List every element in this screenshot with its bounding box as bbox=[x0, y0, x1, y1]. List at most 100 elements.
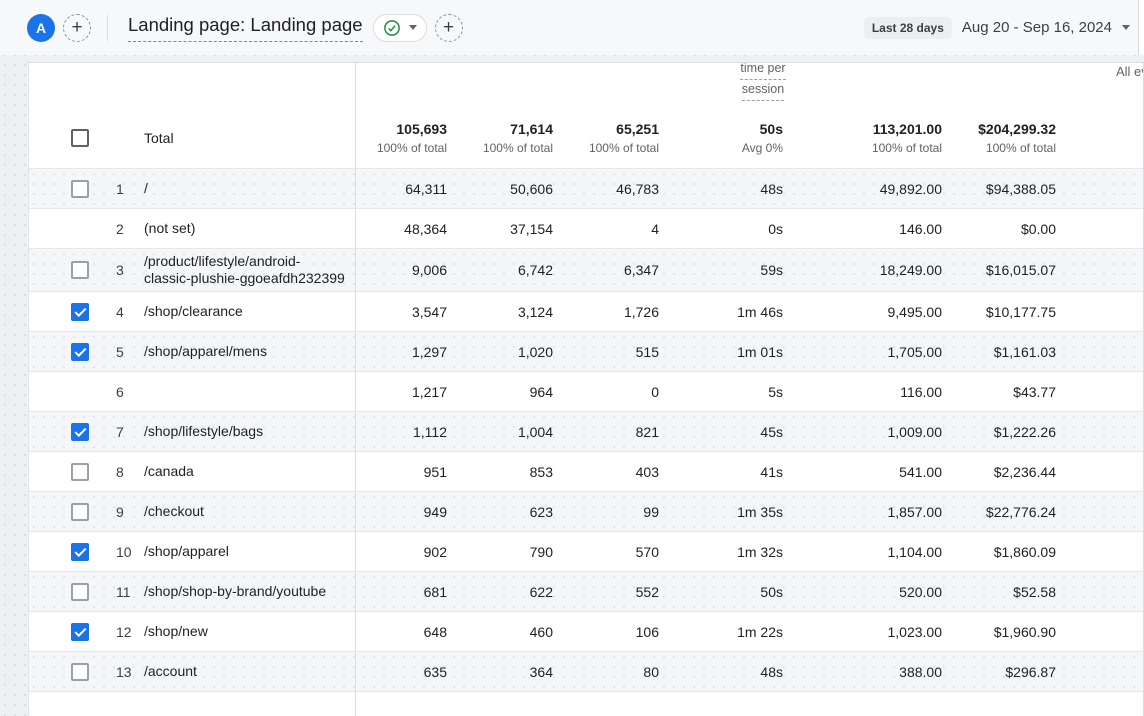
avatar[interactable]: A bbox=[27, 13, 55, 42]
metric-value: 9,006 bbox=[411, 262, 447, 278]
metric-value: 821 bbox=[635, 423, 659, 440]
metric-value: $1,222.26 bbox=[993, 423, 1056, 440]
metric-value: 520.00 bbox=[899, 583, 942, 600]
metric-value: 1,297 bbox=[411, 343, 447, 360]
row-checkbox[interactable] bbox=[71, 462, 89, 481]
row-dimension: /product/lifestyle/android-classic-plush… bbox=[144, 253, 345, 286]
tab-status-control[interactable] bbox=[372, 13, 427, 42]
metric-value: 6,347 bbox=[623, 262, 659, 278]
metric-value: 1m 35s bbox=[737, 503, 783, 520]
row-checkbox[interactable] bbox=[71, 342, 89, 361]
row-dimension: / bbox=[144, 180, 148, 196]
metric-value: 146.00 bbox=[899, 220, 942, 237]
row-index: 2 bbox=[116, 220, 124, 237]
row-checkbox[interactable] bbox=[71, 179, 89, 198]
plus-icon: + bbox=[443, 17, 455, 38]
metric-value: 1,020 bbox=[517, 343, 553, 360]
table-row: 3 /product/lifestyle/android-classic-plu… bbox=[29, 249, 1143, 292]
metric-value: 9,495.00 bbox=[887, 303, 943, 320]
select-all-checkbox[interactable] bbox=[71, 129, 89, 147]
metric-value: 902 bbox=[423, 543, 447, 560]
metric-value: 1,705.00 bbox=[887, 343, 943, 360]
metric-value: 1m 01s bbox=[737, 343, 783, 360]
metric-value: $1,860.09 bbox=[993, 543, 1056, 560]
metric-value: 37,154 bbox=[510, 220, 553, 237]
row-index: 3 bbox=[116, 262, 124, 278]
metric-value: 853 bbox=[529, 463, 553, 480]
row-checkbox[interactable] bbox=[71, 582, 89, 601]
row-checkbox[interactable] bbox=[71, 542, 89, 561]
row-checkbox[interactable] bbox=[71, 302, 89, 321]
metric-value: 0s bbox=[768, 220, 783, 237]
metric-value: 648 bbox=[423, 623, 447, 640]
metric-value: 4 bbox=[651, 220, 659, 237]
metric-value: $22,776.24 bbox=[985, 503, 1056, 520]
metric-value: 106 bbox=[635, 623, 659, 640]
table-row: 12 /shop/new 648 460 106 1m 22s 1,023.00… bbox=[29, 612, 1143, 652]
metric-value: 1,217 bbox=[411, 383, 447, 400]
metric-value: $296.87 bbox=[1005, 663, 1056, 680]
metric-value: 6,742 bbox=[517, 262, 553, 278]
metric-value: 570 bbox=[635, 543, 659, 560]
metric-value: 1,009.00 bbox=[887, 423, 943, 440]
metric-value: 46,783 bbox=[616, 180, 659, 197]
row-index: 5 bbox=[116, 343, 124, 360]
row-checkbox[interactable] bbox=[71, 502, 89, 521]
date-range-picker[interactable]: Aug 20 - Sep 16, 2024 bbox=[962, 19, 1130, 36]
row-checkbox[interactable] bbox=[71, 622, 89, 641]
row-checkbox[interactable] bbox=[71, 261, 89, 279]
total-label: Total bbox=[144, 129, 174, 146]
row-checkbox[interactable] bbox=[71, 422, 89, 441]
row-dimension: /shop/clearance bbox=[144, 303, 243, 319]
metric-value: 552 bbox=[635, 583, 659, 600]
row-dimension: /shop/apparel bbox=[144, 543, 229, 559]
metric-value: 949 bbox=[423, 503, 447, 520]
date-range-label: Aug 20 - Sep 16, 2024 bbox=[961, 19, 1112, 36]
table-total-row: Total 105,693 100% of total 71,614 100% … bbox=[29, 108, 1143, 169]
metric-value: $2,236.44 bbox=[993, 463, 1056, 480]
metric-value: $1,960.90 bbox=[993, 623, 1056, 640]
metric-value: 388.00 bbox=[899, 663, 942, 680]
divider bbox=[107, 14, 108, 41]
row-dimension: /shop/shop-by-brand/youtube bbox=[144, 583, 327, 599]
metric-value: 1,004 bbox=[517, 423, 553, 440]
exploration-data-table: time per session All ev Total 105,693 10… bbox=[28, 62, 1144, 716]
metric-value: $0.00 bbox=[1020, 220, 1056, 237]
metric-value: 0 bbox=[651, 383, 659, 400]
col-header-all-events[interactable]: All ev bbox=[1116, 64, 1143, 79]
table-row: 13 /account 635 364 80 48s 388.00 $296.8… bbox=[29, 652, 1143, 692]
row-dimension: /checkout bbox=[144, 503, 204, 519]
metric-value: 681 bbox=[423, 583, 447, 600]
row-index: 6 bbox=[116, 383, 124, 400]
metric-value: $16,015.07 bbox=[985, 262, 1056, 278]
partial-next-row bbox=[29, 692, 1143, 698]
table-row: 5 /shop/apparel/mens 1,297 1,020 515 1m … bbox=[29, 332, 1143, 372]
exploration-tab-title[interactable]: Landing page: Landing page bbox=[128, 14, 363, 42]
metric-value: 80 bbox=[643, 663, 659, 680]
total-metric: 105,693 100% of total bbox=[376, 121, 447, 155]
row-checkbox[interactable] bbox=[71, 662, 89, 681]
metric-value: $10,177.75 bbox=[985, 303, 1056, 320]
add-tab-button[interactable]: + bbox=[434, 13, 463, 42]
metric-value: $43.77 bbox=[1013, 383, 1056, 400]
metric-value: 1m 32s bbox=[737, 543, 783, 560]
table-header-partial: time per session All ev bbox=[29, 63, 1143, 108]
table-row: 1 / 64,311 50,606 46,783 48s 49,892.00 $… bbox=[29, 169, 1143, 209]
chevron-down-icon bbox=[408, 25, 417, 30]
total-metric: 50s Avg 0% bbox=[741, 121, 783, 155]
col-header-avg-engagement-time[interactable]: time per session bbox=[703, 63, 823, 101]
metric-value: 50s bbox=[760, 583, 783, 600]
add-segment-button[interactable]: + bbox=[63, 13, 91, 42]
metric-value: 1,857.00 bbox=[887, 503, 943, 520]
metric-value: 45s bbox=[760, 423, 783, 440]
row-index: 4 bbox=[116, 303, 124, 320]
metric-value: 1m 22s bbox=[737, 623, 783, 640]
table-row: 10 /shop/apparel 902 790 570 1m 32s 1,10… bbox=[29, 532, 1143, 572]
column-separator bbox=[355, 63, 356, 716]
row-dimension: (not set) bbox=[144, 220, 196, 236]
metric-value: 964 bbox=[529, 383, 553, 400]
metric-value: 1,023.00 bbox=[887, 623, 943, 640]
row-dimension: /shop/new bbox=[144, 623, 208, 639]
check-circle-icon bbox=[383, 19, 401, 37]
metric-value: 1m 46s bbox=[737, 303, 783, 320]
